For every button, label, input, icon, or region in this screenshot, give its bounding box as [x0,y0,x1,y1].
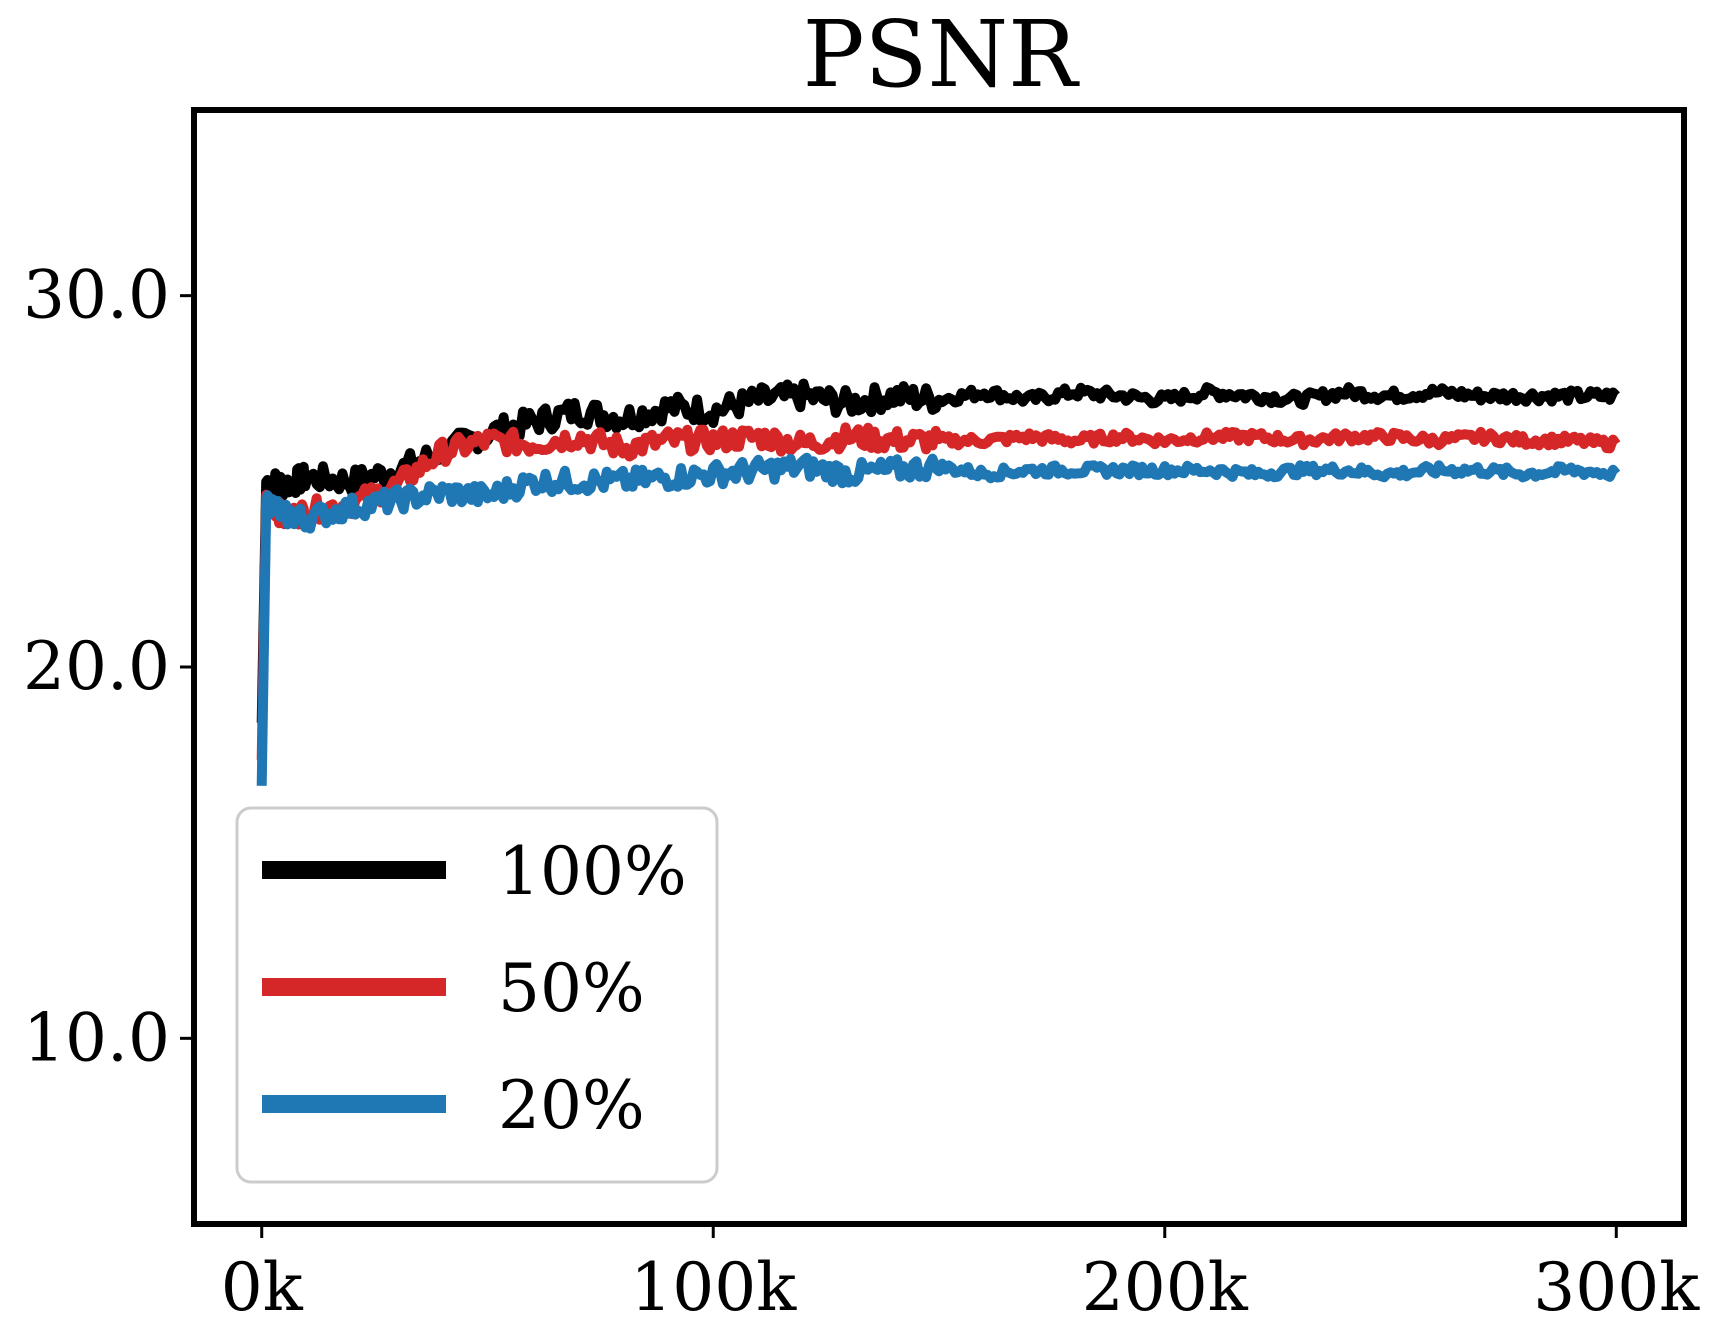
x-tick-label: 100k [630,1249,797,1326]
legend-label: 100% [498,833,687,910]
x-tick-label: 0k [221,1249,304,1326]
chart-title: PSNR [803,1,1080,108]
series-layer [256,378,1621,786]
y-axis: 10.0 20.0 30.0 [23,257,194,1076]
legend: 100% 50% 20% [235,806,719,1184]
x-axis: 0k 100k 200k 300k [221,1224,1700,1326]
y-tick-label: 30.0 [23,257,170,334]
series-line-50pct [256,422,1621,760]
legend-label: 20% [498,1067,645,1144]
y-tick-label: 10.0 [23,999,170,1076]
y-tick-label: 20.0 [23,628,170,705]
series-line-20pct [256,452,1621,786]
x-tick-label: 300k [1533,1249,1700,1326]
legend-label: 50% [498,950,645,1027]
legend-box [235,806,719,1184]
x-tick-label: 200k [1082,1249,1249,1326]
